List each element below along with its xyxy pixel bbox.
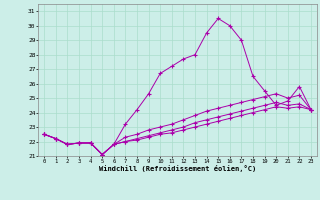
X-axis label: Windchill (Refroidissement éolien,°C): Windchill (Refroidissement éolien,°C): [99, 165, 256, 172]
